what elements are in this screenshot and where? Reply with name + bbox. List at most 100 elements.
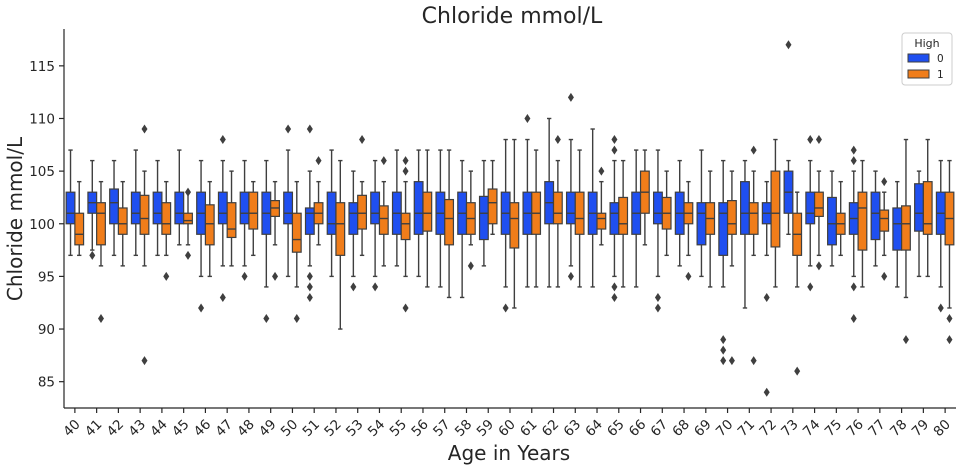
x-tick-label: 50 [278, 417, 301, 440]
outlier-point [97, 314, 104, 324]
box-0-75 [827, 170, 837, 267]
box-body [827, 196, 837, 246]
box-body [174, 191, 185, 225]
boxes-layer [65, 40, 955, 397]
box-1-47 [226, 170, 237, 267]
outlier-point [219, 135, 226, 145]
box-body [357, 194, 368, 230]
outlier-point [598, 166, 605, 176]
box-body [487, 188, 498, 225]
y-tick-label: 115 [29, 59, 55, 75]
box-1-67 [661, 170, 672, 257]
outlier-point [163, 271, 170, 281]
box-body [400, 212, 411, 241]
outlier-point [850, 314, 857, 324]
box-0-45 [174, 149, 185, 246]
box-body [892, 207, 903, 251]
box-0-57 [435, 149, 446, 288]
box-1-46 [204, 180, 215, 278]
box-1-50 [291, 180, 302, 324]
box-body [901, 205, 911, 251]
x-tick-label: 40 [60, 417, 83, 440]
outlier-point [750, 356, 757, 366]
box-1-58 [465, 170, 476, 271]
box-1-68 [683, 180, 694, 281]
box-0-68 [674, 159, 685, 267]
box-1-51 [313, 156, 324, 246]
x-tick-label: 78 [887, 417, 910, 440]
box-0-77 [870, 170, 881, 267]
outlier-point [611, 282, 618, 292]
x-tick-label: 52 [321, 417, 344, 440]
outlier-point [611, 292, 618, 302]
x-tick-label: 73 [778, 417, 801, 440]
x-tick-label: 44 [147, 417, 170, 440]
box-1-78 [901, 138, 911, 345]
outlier-point [763, 292, 770, 302]
y-tick-label: 95 [38, 269, 55, 285]
box-1-44 [161, 180, 172, 281]
box-1-43 [139, 124, 150, 366]
outlier-point [815, 135, 822, 145]
x-tick-label: 46 [191, 417, 214, 440]
box-body [813, 191, 824, 217]
outlier-point [750, 145, 757, 155]
box-body [805, 191, 816, 225]
y-tick-label: 90 [38, 322, 55, 338]
outlier-point [502, 303, 509, 313]
box-body [96, 202, 106, 246]
x-tick-label: 80 [930, 417, 953, 440]
x-tick-label: 64 [582, 417, 605, 440]
outlier-point [141, 124, 148, 134]
box-body [217, 191, 228, 225]
outlier-point [881, 271, 888, 281]
x-tick-label: 60 [495, 417, 518, 440]
box-0-56 [413, 149, 424, 278]
outlier-point [359, 135, 366, 145]
box-1-66 [639, 149, 650, 246]
axes-layer: 85 90 95 100 105 110 115 4041424344454647484950… [29, 29, 956, 440]
outlier-point [89, 250, 96, 260]
box-body [74, 212, 85, 246]
box-body [161, 202, 172, 235]
box-1-70 [726, 170, 737, 366]
box-body [283, 191, 294, 225]
box-1-74 [813, 135, 824, 271]
outlier-point [219, 292, 226, 302]
box-body [509, 202, 520, 249]
box-1-77 [879, 177, 890, 281]
box-0-64 [587, 128, 598, 288]
outlier-point [654, 292, 661, 302]
box-body [109, 188, 119, 225]
box-1-48 [248, 180, 259, 257]
outlier-point [807, 282, 814, 292]
outlier-point [263, 314, 270, 324]
x-tick-label: 72 [756, 417, 779, 440]
legend-label-1: 1 [937, 69, 944, 81]
outlier-point [402, 166, 409, 176]
outlier-point [946, 314, 953, 324]
x-tick-label: 70 [713, 417, 736, 440]
box-1-41 [96, 180, 106, 324]
outlier-point [306, 292, 313, 302]
x-tick-label: 76 [843, 417, 866, 440]
box-1-59 [487, 159, 498, 235]
x-tick-label: 58 [452, 417, 475, 440]
box-body [304, 207, 315, 235]
outlier-point [850, 156, 857, 166]
box-body [378, 205, 389, 235]
box-1-53 [357, 135, 368, 257]
x-tick-label: 49 [256, 417, 279, 440]
x-axis-label: Age in Years [448, 441, 570, 465]
box-0-61 [522, 113, 533, 288]
y-tick-label: 105 [29, 164, 55, 180]
box-0-52 [326, 149, 337, 278]
outlier-point [654, 303, 661, 313]
outlier-point [567, 92, 574, 102]
legend: High 0 1 [901, 32, 953, 86]
box-body [130, 191, 141, 225]
legend-title: High [914, 37, 939, 50]
box-1-45 [183, 187, 193, 260]
box-1-76 [857, 159, 868, 288]
box-0-71 [740, 159, 750, 309]
